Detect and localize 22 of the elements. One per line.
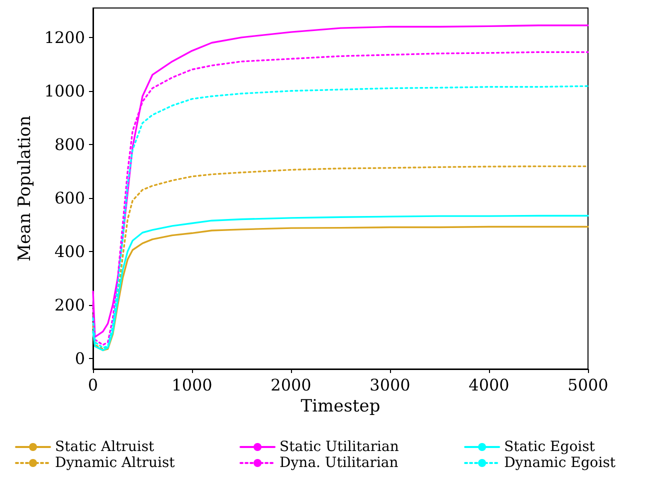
x-axis-title: Timestep xyxy=(300,396,380,416)
y-tick-label: 400 xyxy=(54,242,85,261)
y-axis-title: Mean Population xyxy=(14,116,35,262)
x-tick-label: 5000 xyxy=(568,376,608,394)
x-tick-label: 1000 xyxy=(172,376,212,394)
y-tick-label: 1200 xyxy=(44,28,85,47)
y-tick-label: 600 xyxy=(54,188,85,208)
y-tick-label: 1000 xyxy=(44,81,85,100)
legend-label: Dynamic Egoist xyxy=(504,455,616,471)
y-tick-label: 0 xyxy=(74,348,85,368)
x-tick-label: 3000 xyxy=(370,376,410,394)
legend-label: Static Altruist xyxy=(55,439,155,455)
y-tick-label: 800 xyxy=(54,134,85,154)
legend-label: Dynamic Altruist xyxy=(55,455,176,471)
x-tick-label: 0 xyxy=(88,376,98,394)
line-series xyxy=(92,165,589,350)
y-tick-label: 200 xyxy=(54,295,85,314)
legend-label: Static Utilitarian xyxy=(280,439,399,455)
legend-label: Static Egoist xyxy=(504,439,596,455)
legend-label: Dyna. Utilitarian xyxy=(280,455,398,471)
x-tick-label: 4000 xyxy=(468,376,510,394)
x-tick-label: 2000 xyxy=(270,376,312,394)
